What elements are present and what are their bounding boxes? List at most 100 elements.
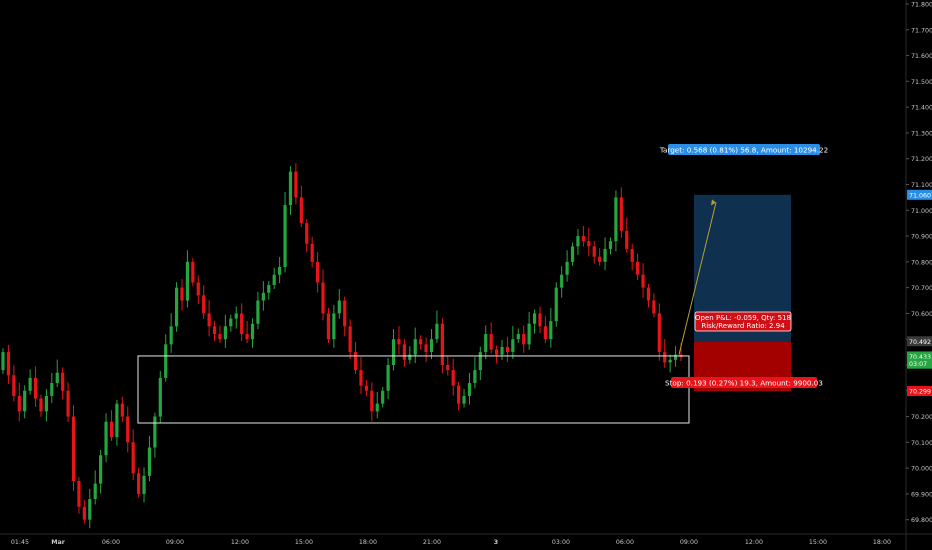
- candle: [305, 219, 309, 253]
- candle-body: [668, 359, 672, 363]
- candle-body: [278, 267, 282, 275]
- candle: [636, 253, 640, 281]
- candle: [315, 251, 320, 293]
- candle: [641, 263, 645, 298]
- price-marker-label: 70.299: [909, 389, 931, 396]
- candle: [240, 303, 244, 342]
- candle-body: [554, 287, 558, 322]
- candle-body: [608, 241, 613, 249]
- candle: [435, 310, 439, 344]
- candle: [489, 322, 493, 354]
- candle: [6, 345, 11, 384]
- candle: [245, 320, 249, 344]
- candle: [543, 316, 547, 344]
- x-tick-label: 12:00: [231, 539, 249, 546]
- candle: [505, 336, 510, 363]
- y-tick-label: 70.600: [911, 311, 932, 318]
- candle-body: [478, 352, 482, 371]
- candle: [28, 369, 32, 395]
- candle-body: [99, 455, 103, 484]
- candle: [457, 381, 461, 411]
- candle-body: [44, 395, 48, 412]
- candle-body: [538, 313, 542, 327]
- candle-body: [120, 403, 124, 417]
- candle-body: [641, 274, 645, 288]
- x-tick-label: 12:00: [745, 539, 763, 546]
- candle: [408, 346, 412, 364]
- candle: [614, 190, 618, 252]
- candle: [576, 229, 580, 255]
- candle: [55, 359, 59, 387]
- candle-body: [467, 383, 472, 396]
- projection-arrow-line: [678, 202, 717, 355]
- candle-body: [663, 352, 667, 363]
- candle-body: [207, 313, 211, 327]
- candle-body: [381, 390, 385, 404]
- candle-body: [321, 282, 325, 314]
- candle-body: [500, 346, 504, 355]
- candle-body: [61, 372, 65, 391]
- candle: [467, 372, 472, 405]
- x-tick-label: 09:00: [166, 539, 184, 546]
- candle-body: [413, 339, 417, 355]
- candle-body: [348, 326, 352, 353]
- candle-body: [543, 326, 547, 340]
- candle-body: [614, 197, 618, 242]
- candle-body: [364, 385, 369, 391]
- candle-body: [630, 248, 634, 262]
- candle-body: [267, 285, 271, 293]
- price-marker-label: 70.433: [909, 354, 931, 361]
- y-tick-label: 69.900: [911, 491, 932, 498]
- stop-label: Stop: 0.193 (0.27%) 19.3, Amount: 9900.0…: [665, 379, 823, 388]
- candle: [321, 269, 325, 321]
- candle: [587, 228, 591, 257]
- candle-body: [522, 334, 526, 345]
- candle: [332, 304, 336, 348]
- candle-body: [229, 318, 233, 327]
- candle: [538, 306, 542, 334]
- stop-label-bg: [671, 377, 817, 388]
- x-tick-label: 3: [494, 539, 498, 546]
- candle: [147, 435, 152, 482]
- candle-body: [473, 370, 477, 384]
- candle: [158, 370, 162, 424]
- candle-body: [82, 506, 86, 520]
- candle-body: [505, 346, 510, 353]
- candle-body: [657, 313, 661, 353]
- candle: [12, 365, 16, 402]
- y-tick-label: 70.900: [911, 234, 932, 241]
- y-tick-label: 71.700: [911, 27, 932, 34]
- candle: [668, 354, 672, 373]
- candle-body: [71, 416, 76, 482]
- candle-body: [440, 323, 444, 365]
- candle: [169, 313, 173, 353]
- candle-body: [109, 421, 114, 438]
- price-marker-bg: [907, 336, 932, 347]
- candle-body: [673, 354, 678, 360]
- candle-body: [424, 344, 428, 353]
- candle-body: [142, 475, 146, 494]
- candle: [88, 489, 92, 529]
- candle: [196, 275, 200, 304]
- candle-body: [636, 261, 640, 275]
- candle-body: [326, 313, 331, 340]
- candle-body: [12, 375, 16, 396]
- x-tick-label: 01:45: [11, 539, 29, 546]
- candle: [603, 237, 607, 271]
- candle-body: [386, 364, 390, 391]
- candle-body: [332, 313, 336, 340]
- candle-body: [570, 246, 575, 262]
- candle: [402, 338, 406, 367]
- projection-arrow-head: [711, 199, 716, 206]
- candle-body: [527, 323, 531, 345]
- candle-body: [294, 171, 298, 198]
- candle: [212, 320, 217, 342]
- y-tick-label: 70.100: [911, 440, 932, 447]
- x-tick-label: 15:00: [295, 539, 313, 546]
- candle-body: [104, 421, 108, 456]
- candle: [625, 217, 629, 253]
- support-box[interactable]: [137, 355, 690, 424]
- candle: [673, 346, 678, 367]
